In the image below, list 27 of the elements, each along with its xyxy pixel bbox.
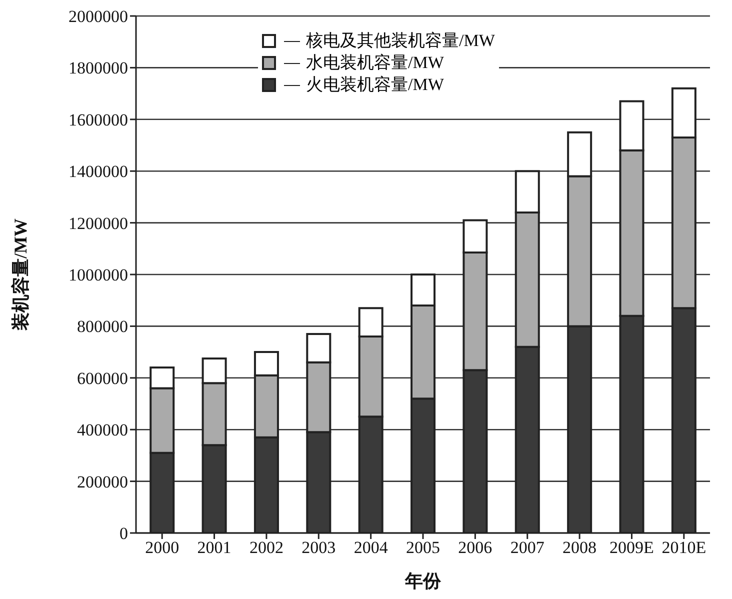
y-tick-label: 1600000 bbox=[68, 110, 128, 130]
legend-label: 核电及其他装机容量/MW bbox=[306, 30, 495, 52]
x-tick-label: 2002 bbox=[249, 538, 284, 558]
x-tick-label: 2008 bbox=[562, 538, 597, 558]
x-tick-label: 2010E bbox=[662, 538, 706, 558]
y-axis-title: 装机容量/MW bbox=[10, 218, 30, 332]
x-axis-title: 年份 bbox=[404, 571, 442, 591]
y-tick-label: 1000000 bbox=[68, 266, 128, 285]
x-tick-label: 2007 bbox=[510, 538, 545, 558]
x-tick-label: 2009E bbox=[610, 538, 654, 558]
y-tick-label: 800000 bbox=[77, 317, 128, 336]
y-tick-label: 400000 bbox=[77, 420, 128, 440]
y-tick-label: 1800000 bbox=[68, 58, 128, 78]
x-tick-label: 2001 bbox=[197, 538, 232, 558]
y-tick-label: 1400000 bbox=[68, 162, 128, 182]
x-tick-label: 2003 bbox=[302, 538, 336, 558]
y-tick-label: 0 bbox=[120, 524, 128, 544]
legend-label: 水电装机容量/MW bbox=[306, 52, 444, 74]
legend-label: 火电装机容量/MW bbox=[306, 74, 444, 96]
y-tick-label: 1200000 bbox=[68, 214, 128, 233]
y-tick-label: 200000 bbox=[77, 472, 128, 492]
x-tick-label: 2006 bbox=[458, 538, 492, 558]
x-tick-label: 2005 bbox=[406, 538, 440, 558]
x-tick-label: 2004 bbox=[354, 538, 388, 558]
y-tick-label: 2000000 bbox=[68, 7, 128, 26]
y-tick-label: 600000 bbox=[77, 368, 128, 388]
x-tick-label: 2000 bbox=[145, 538, 180, 558]
